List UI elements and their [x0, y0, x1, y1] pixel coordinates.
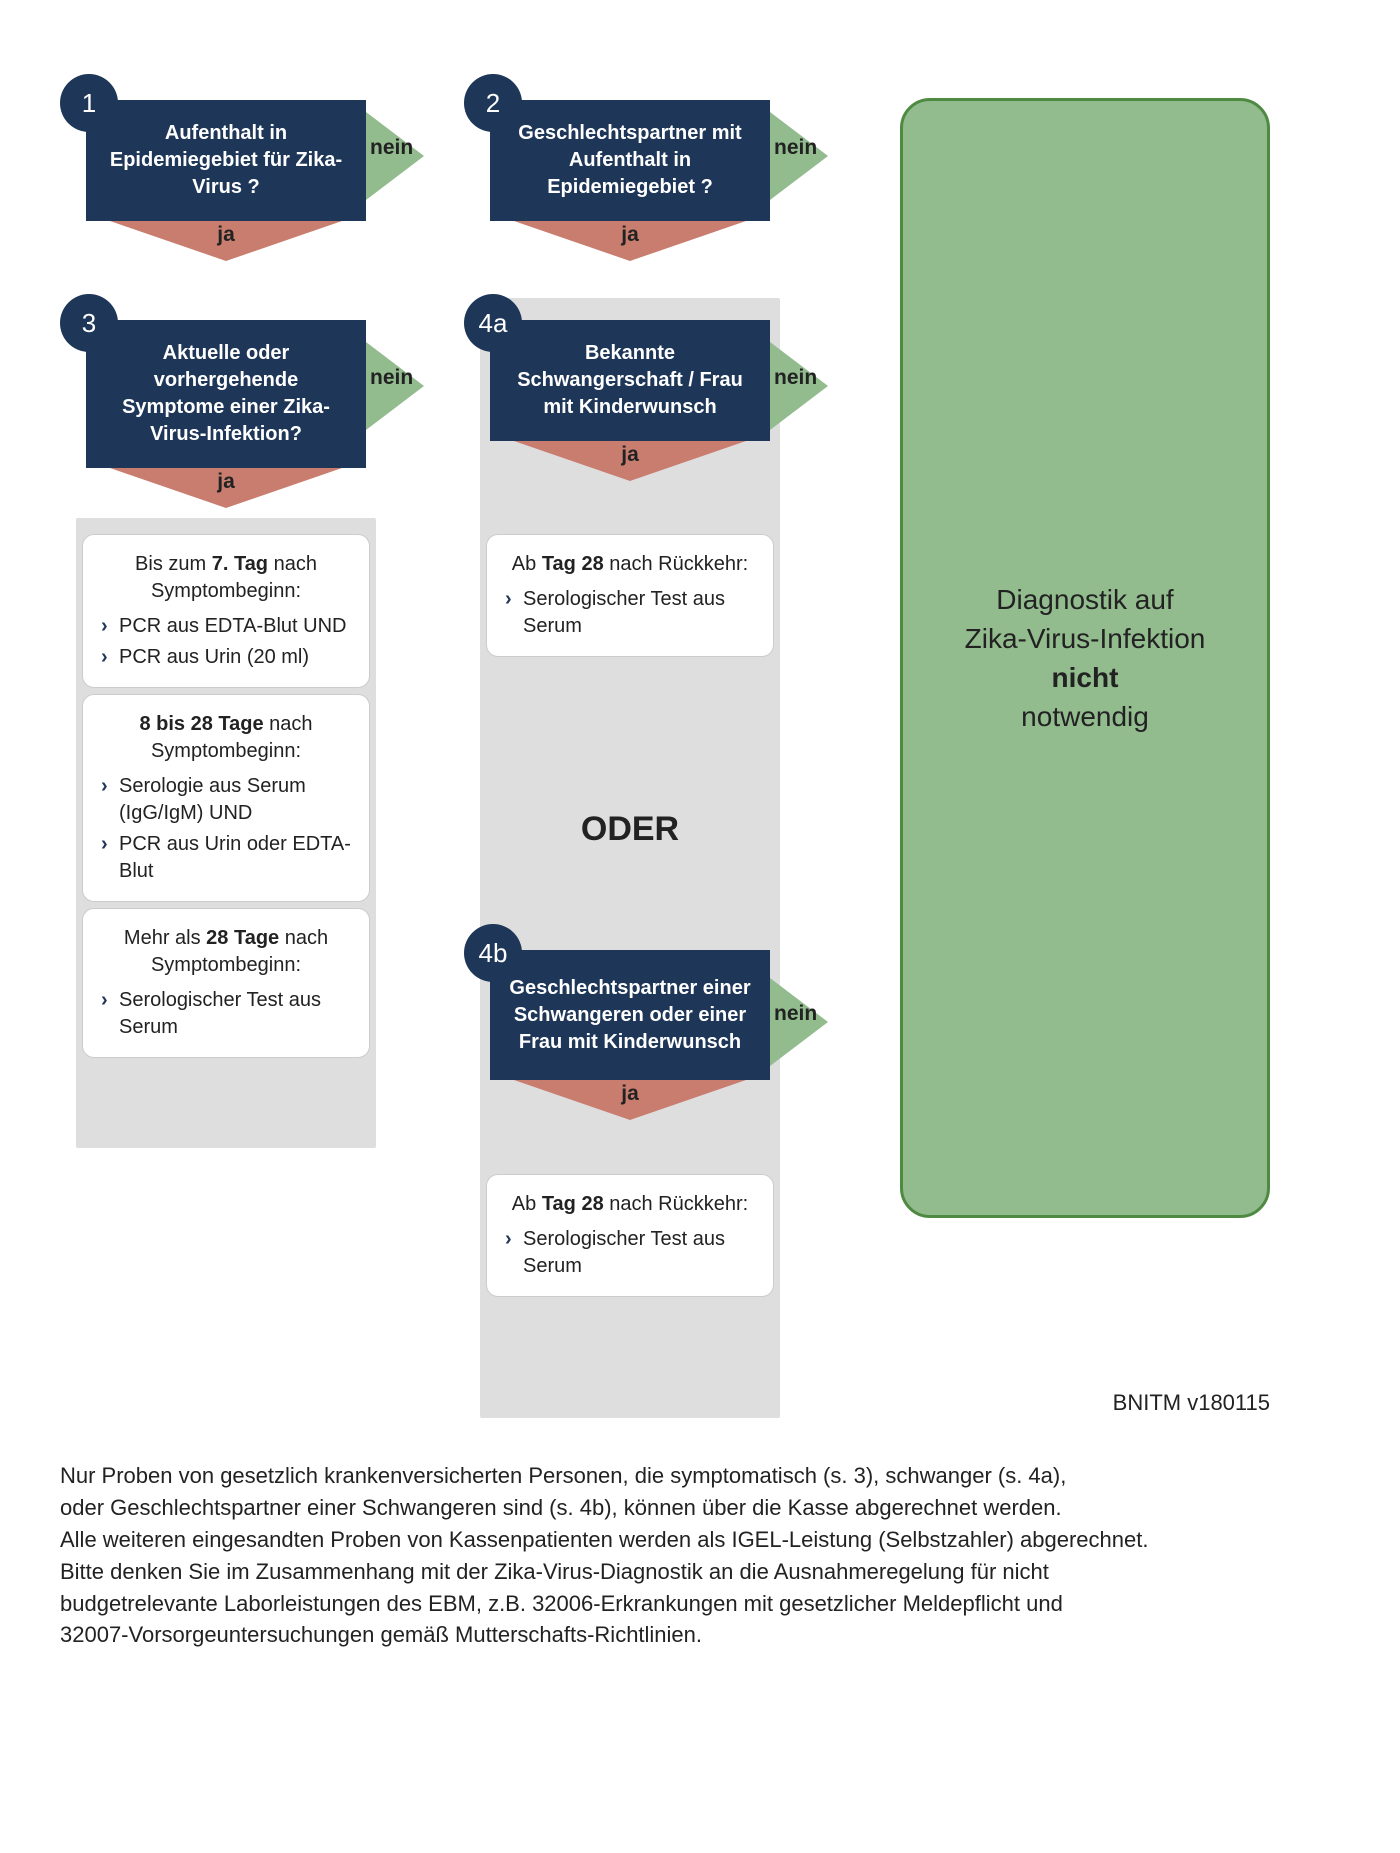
label-nein: nein: [774, 1002, 817, 1026]
info-box-4b: Ab Tag 28 nach Rückkehr: Serologischer T…: [486, 1174, 774, 1297]
info-box-3-2: 8 bis 28 Tage nach Symptombeginn: Serolo…: [82, 694, 370, 902]
node-1: 1 Aufenthalt in Epidemiegebiet für Zika-…: [86, 100, 366, 221]
node-4b: 4b Geschlechtspartner einer Schwangeren …: [490, 950, 770, 1080]
badge-4b: 4b: [464, 924, 522, 982]
version-label: BNITM v180115: [1113, 1390, 1270, 1416]
label-ja: ja: [490, 223, 770, 247]
node-4a-box: Bekannte Schwangerschaft / Frau mit Kind…: [490, 320, 770, 441]
node-4a: 4a Bekannte Schwangerschaft / Frau mit K…: [490, 320, 770, 441]
label-ja: ja: [86, 470, 366, 494]
label-ja: ja: [86, 223, 366, 247]
label-ja: ja: [490, 1082, 770, 1106]
node-2-box: Geschlechtspartner mit Aufenthalt in Epi…: [490, 100, 770, 221]
label-nein: nein: [370, 366, 413, 390]
node-3: 3 Aktuelle oder vorhergehende Symptome e…: [86, 320, 366, 468]
info-4a-container: Ab Tag 28 nach Rückkehr: Serologischer T…: [480, 528, 780, 663]
oder-label: ODER: [480, 810, 780, 849]
node-3-box: Aktuelle oder vorhergehende Symptome ein…: [86, 320, 366, 468]
node-4b-box: Geschlechtspartner einer Schwangeren ode…: [490, 950, 770, 1080]
badge-2: 2: [464, 74, 522, 132]
badge-4a: 4a: [464, 294, 522, 352]
info-3-container: Bis zum 7. Tag nach Symptombeginn: PCR a…: [76, 528, 376, 1064]
label-nein: nein: [774, 136, 817, 160]
node-2: 2 Geschlechtspartner mit Aufenthalt in E…: [490, 100, 770, 221]
badge-1: 1: [60, 74, 118, 132]
label-ja: ja: [490, 443, 770, 467]
badge-3: 3: [60, 294, 118, 352]
info-box-4a: Ab Tag 28 nach Rückkehr: Serologischer T…: [486, 534, 774, 657]
final-result-box: Diagnostik auf Zika-Virus-Infektion nich…: [900, 98, 1270, 1218]
label-nein: nein: [370, 136, 413, 160]
info-4b-container: Ab Tag 28 nach Rückkehr: Serologischer T…: [480, 1168, 780, 1303]
info-box-3-1: Bis zum 7. Tag nach Symptombeginn: PCR a…: [82, 534, 370, 688]
info-box-3-3: Mehr als 28 Tage nach Symptombeginn: Ser…: [82, 908, 370, 1058]
footer-text: Nur Proben von gesetzlich krankenversich…: [60, 1460, 1320, 1651]
node-1-box: Aufenthalt in Epidemiegebiet für Zika-Vi…: [86, 100, 366, 221]
final-result-text: Diagnostik auf Zika-Virus-Infektion nich…: [965, 580, 1206, 737]
label-nein: nein: [774, 366, 817, 390]
flowchart-canvas: 1 Aufenthalt in Epidemiegebiet für Zika-…: [60, 80, 1340, 1780]
